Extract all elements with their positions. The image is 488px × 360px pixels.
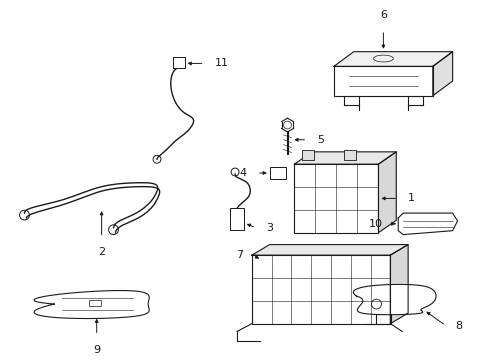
Polygon shape: [251, 244, 407, 255]
Bar: [343, 150, 355, 160]
Text: 9: 9: [93, 345, 100, 355]
Polygon shape: [432, 52, 452, 96]
Text: 11: 11: [214, 58, 228, 68]
Bar: [251, 255, 389, 324]
Polygon shape: [333, 52, 452, 66]
Text: 8: 8: [455, 320, 462, 330]
Polygon shape: [397, 213, 457, 235]
Polygon shape: [34, 291, 149, 319]
Polygon shape: [378, 152, 395, 233]
Text: 1: 1: [407, 193, 414, 203]
Text: 6: 6: [379, 10, 386, 21]
Polygon shape: [294, 152, 395, 164]
Text: 7: 7: [235, 250, 243, 260]
Text: 2: 2: [98, 247, 105, 257]
Polygon shape: [353, 284, 435, 315]
Bar: [294, 164, 378, 233]
Bar: [269, 167, 285, 179]
Text: 10: 10: [367, 219, 382, 229]
Text: 4: 4: [239, 168, 246, 178]
Bar: [302, 150, 314, 160]
Polygon shape: [333, 66, 432, 96]
Polygon shape: [389, 244, 407, 324]
Bar: [230, 208, 244, 230]
Bar: [89, 300, 101, 306]
Bar: [172, 57, 184, 68]
Text: 3: 3: [265, 223, 272, 233]
Text: 5: 5: [317, 135, 324, 145]
